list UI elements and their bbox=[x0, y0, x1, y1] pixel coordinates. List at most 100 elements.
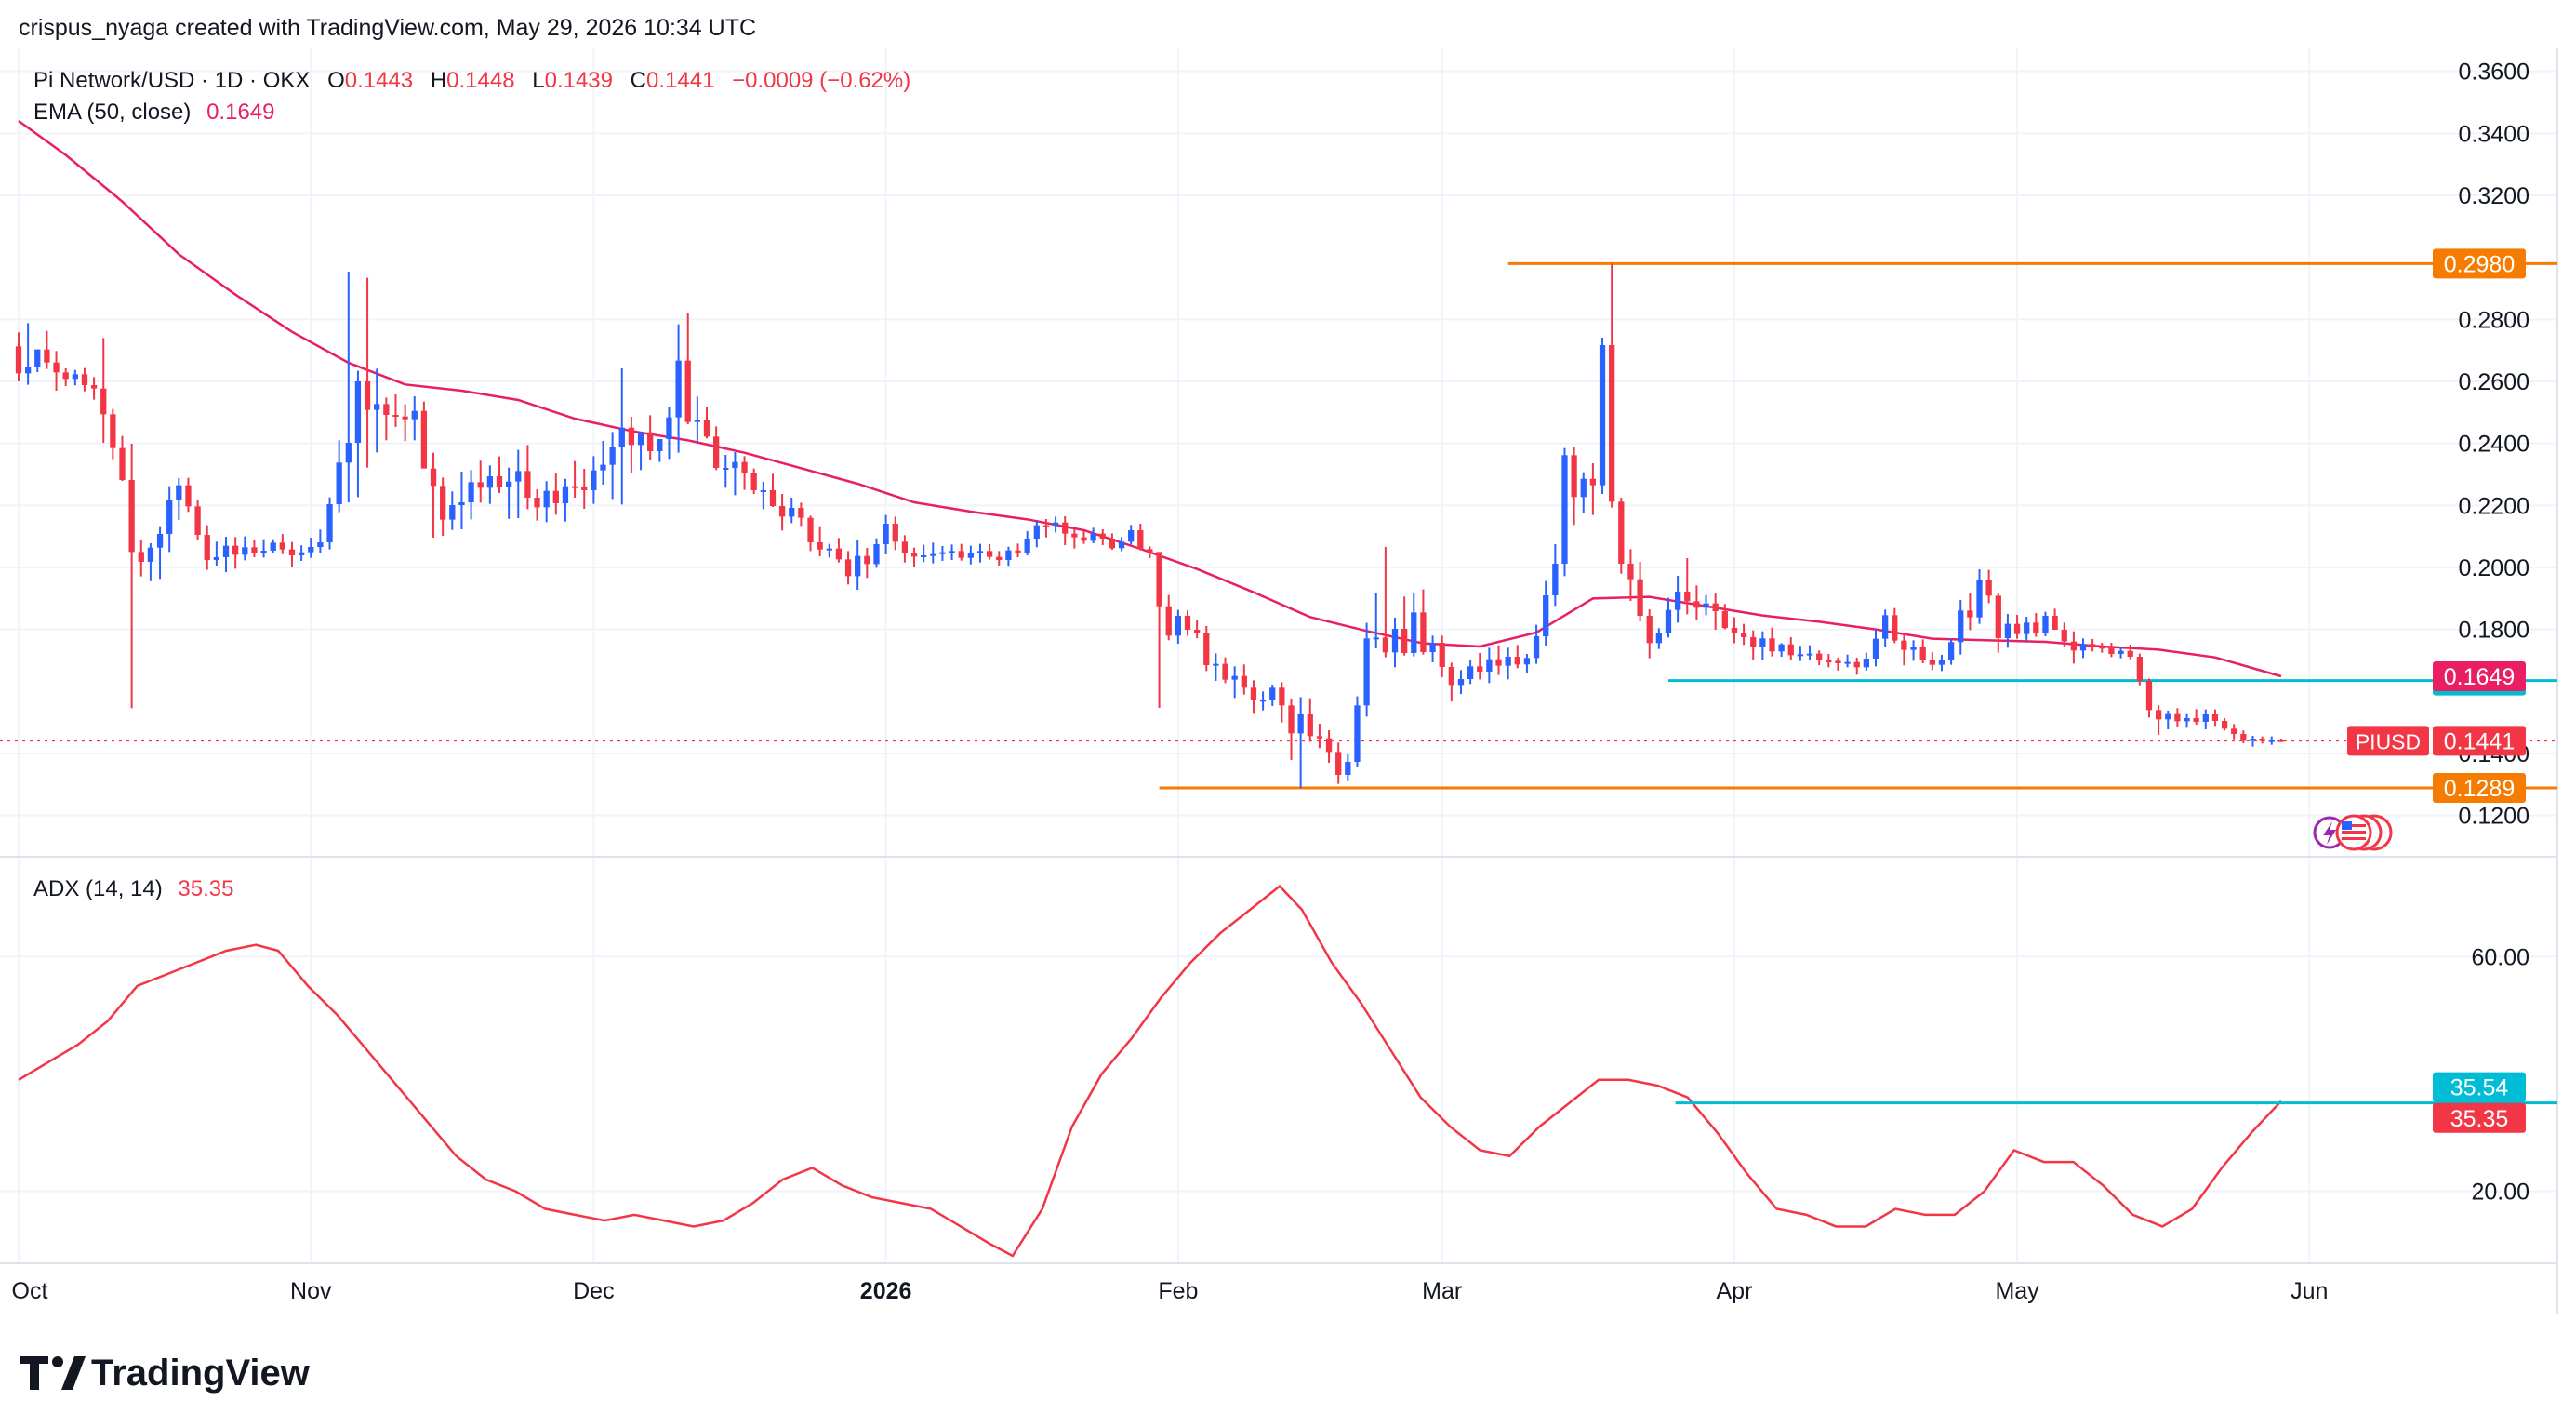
candle-body bbox=[1844, 661, 1851, 664]
candle-body bbox=[1457, 679, 1465, 686]
candle-body bbox=[2136, 657, 2143, 681]
candle-body bbox=[1835, 660, 1841, 663]
price-tick-label: 0.2200 bbox=[2459, 493, 2530, 519]
candle-body bbox=[364, 381, 371, 410]
candle-body bbox=[242, 547, 248, 555]
candle-body bbox=[2240, 734, 2247, 741]
candle-body bbox=[769, 490, 777, 506]
candle-body bbox=[505, 481, 512, 487]
candle-body bbox=[618, 427, 625, 447]
adx-grid bbox=[0, 955, 2557, 1193]
candle-body bbox=[62, 372, 69, 380]
candle-body bbox=[1778, 644, 1785, 652]
ohlc-low-value: 0.1439 bbox=[545, 68, 613, 93]
candle-body bbox=[2090, 644, 2096, 647]
legend-line[interactable]: Pi Network/USD · 1D · OKX O0.1443 H0.144… bbox=[33, 68, 910, 93]
candle-body bbox=[354, 381, 362, 443]
candle-body bbox=[760, 490, 766, 492]
adx-axis[interactable]: 60.00 20.00 bbox=[2471, 944, 2530, 1205]
candle-body bbox=[1872, 638, 1879, 659]
candle-body bbox=[213, 557, 220, 560]
candle-body bbox=[1892, 615, 1898, 641]
candle-body bbox=[1693, 601, 1700, 608]
candle-body bbox=[591, 470, 597, 490]
candle-body bbox=[996, 556, 1003, 560]
price-tick-label: 0.3200 bbox=[2459, 183, 2530, 209]
candle-body bbox=[921, 555, 927, 557]
candle-body bbox=[1731, 628, 1738, 633]
candle-body bbox=[232, 545, 239, 555]
candle-body bbox=[138, 552, 144, 562]
candle-body bbox=[901, 541, 909, 553]
candle-body bbox=[1797, 654, 1804, 657]
candle-body bbox=[1910, 647, 1917, 650]
candle-body bbox=[1090, 533, 1096, 541]
candle-body bbox=[81, 374, 88, 385]
candle-body bbox=[147, 547, 154, 562]
candle-body bbox=[1533, 636, 1540, 659]
candle-body bbox=[477, 482, 484, 488]
candle-body bbox=[2174, 713, 2181, 722]
candle-body bbox=[1599, 345, 1606, 486]
price-tick-label: 0.2800 bbox=[2459, 307, 2530, 333]
adx-line bbox=[18, 884, 2282, 1258]
candle-body bbox=[1288, 705, 1295, 734]
candle-body bbox=[288, 549, 296, 555]
candle-body bbox=[486, 476, 493, 488]
candle-body bbox=[967, 553, 974, 558]
candle-body bbox=[1486, 659, 1493, 672]
candle-body bbox=[270, 542, 276, 551]
candle-body bbox=[222, 545, 230, 557]
candle-body bbox=[694, 420, 701, 422]
price-tags: 0.29800.16350.12890.16490.1441PIUSD35.54… bbox=[2347, 248, 2526, 1133]
candle-body bbox=[1024, 539, 1030, 553]
candle-body bbox=[883, 524, 889, 544]
candle-body bbox=[581, 487, 588, 490]
candles bbox=[15, 263, 2285, 788]
candle-body bbox=[798, 508, 804, 518]
candle-body bbox=[949, 551, 955, 553]
candle-body bbox=[2108, 647, 2115, 654]
adx-tick-label: 20.00 bbox=[2471, 1180, 2530, 1206]
candle-body bbox=[392, 415, 399, 417]
level-tag: 0.1289 bbox=[2444, 776, 2515, 802]
candle-body bbox=[1853, 661, 1860, 668]
candle-body bbox=[1448, 667, 1454, 686]
candle-body bbox=[713, 436, 720, 468]
event-icons[interactable] bbox=[2313, 814, 2393, 851]
candle-body bbox=[2004, 623, 2012, 638]
adx-tick-label: 60.00 bbox=[2471, 944, 2530, 970]
ohlc-close-label: C bbox=[631, 68, 646, 93]
candle-body bbox=[1052, 522, 1059, 526]
candle-body bbox=[468, 482, 474, 502]
candle-body bbox=[1118, 541, 1125, 549]
candle-body bbox=[1806, 653, 1813, 656]
candle-body bbox=[1985, 580, 1992, 596]
tv-logo-slash bbox=[61, 1356, 86, 1390]
tradingview-logo[interactable]: TradingView bbox=[20, 1353, 311, 1394]
candle-body bbox=[279, 542, 285, 550]
candle-body bbox=[1467, 666, 1474, 679]
main-levels bbox=[0, 261, 2557, 790]
price-axis[interactable]: 0.3600 0.3400 0.3200 0.2800 0.2600 0.2400 0.22… bbox=[2459, 60, 2530, 830]
candle-body bbox=[2099, 647, 2105, 649]
time-axis[interactable]: Oct Nov Dec 2026 Feb Mar Apr May Jun bbox=[12, 1278, 2329, 1304]
tv-logo-dot bbox=[52, 1356, 63, 1367]
candle-body bbox=[1571, 455, 1577, 498]
candle-body bbox=[1477, 666, 1483, 672]
candle-body bbox=[2221, 721, 2228, 729]
candle-body bbox=[2024, 622, 2030, 634]
ema-legend[interactable]: EMA (50, close) 0.1649 bbox=[33, 100, 274, 125]
candle-body bbox=[855, 555, 861, 577]
candle-body bbox=[194, 506, 201, 535]
candle-body bbox=[2277, 740, 2285, 742]
change-value: −0.0009 (−0.62%) bbox=[732, 68, 910, 93]
adx-legend-value: 35.35 bbox=[178, 876, 233, 901]
candle-body bbox=[647, 432, 654, 451]
adx-legend[interactable]: ADX (14, 14) 35.35 bbox=[33, 876, 233, 901]
time-tick-label: Mar bbox=[1422, 1278, 1462, 1304]
price-tag: 0.1649 bbox=[2444, 664, 2515, 690]
level-tag-bg bbox=[2433, 248, 2526, 279]
symbol-tag: PIUSD bbox=[2356, 729, 2421, 754]
